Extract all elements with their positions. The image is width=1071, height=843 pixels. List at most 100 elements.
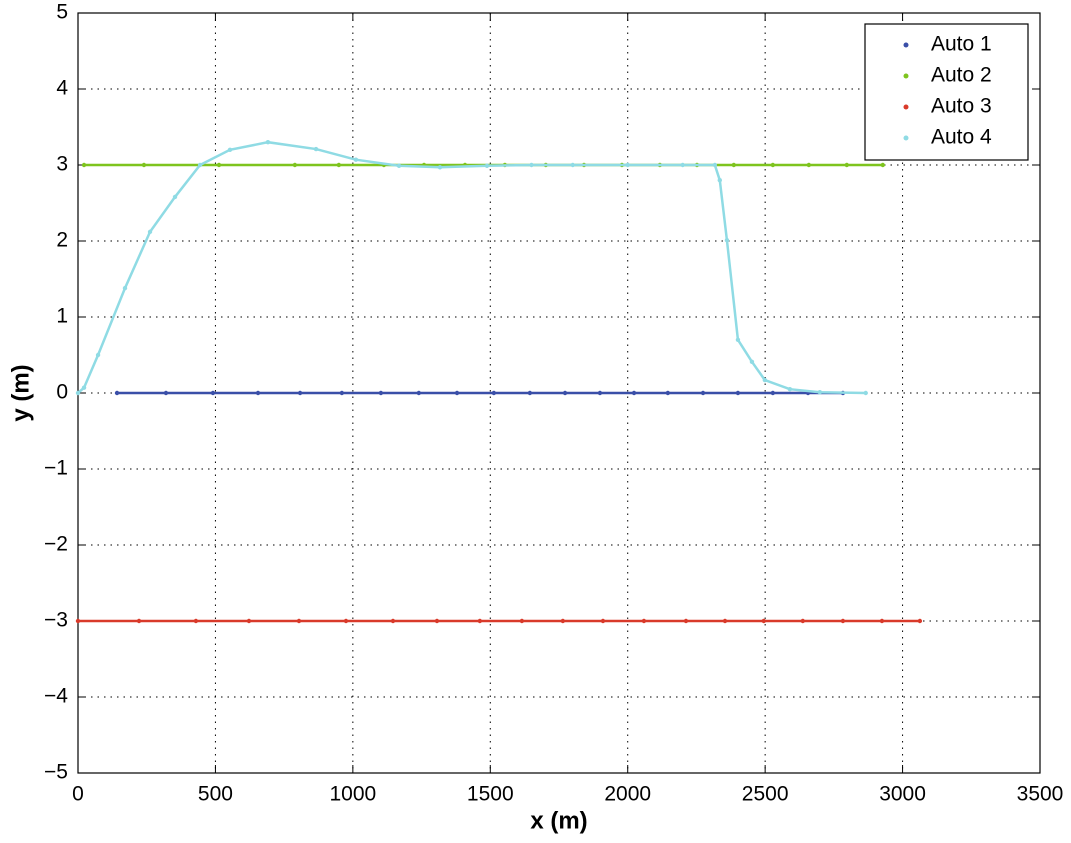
data-point xyxy=(722,618,728,624)
data-point xyxy=(700,390,706,396)
data-point xyxy=(81,162,87,168)
data-point xyxy=(163,390,169,396)
legend-marker xyxy=(903,135,909,141)
data-point xyxy=(81,385,87,390)
data-point xyxy=(625,162,630,168)
data-point xyxy=(210,390,216,396)
y-tick-label: −1 xyxy=(44,457,68,480)
data-point xyxy=(770,162,776,168)
data-point xyxy=(806,162,812,168)
data-point xyxy=(313,146,319,152)
y-tick-label: −2 xyxy=(44,533,68,556)
data-point xyxy=(560,618,566,624)
data-point xyxy=(840,618,846,624)
data-point xyxy=(844,162,849,168)
data-point xyxy=(197,162,203,168)
x-tick-label: 3000 xyxy=(879,783,926,806)
data-point xyxy=(378,390,384,396)
data-point xyxy=(665,390,671,396)
data-point xyxy=(147,229,153,235)
data-point xyxy=(712,162,718,168)
data-point xyxy=(122,285,128,291)
data-point xyxy=(817,390,823,395)
legend-marker xyxy=(903,73,909,79)
x-tick-label: 1500 xyxy=(467,783,514,806)
data-point xyxy=(172,194,178,200)
data-point xyxy=(491,390,497,396)
data-point xyxy=(735,337,741,342)
data-point xyxy=(416,390,422,396)
data-point xyxy=(95,352,101,358)
data-point xyxy=(787,387,793,392)
data-point xyxy=(216,162,222,168)
data-point xyxy=(683,618,689,624)
data-point xyxy=(265,140,271,145)
data-point xyxy=(641,618,647,624)
x-tick-label: 2000 xyxy=(604,783,651,806)
y-axis-label: y (m) xyxy=(7,364,34,421)
x-axis-label: x (m) xyxy=(530,807,587,834)
data-point xyxy=(863,390,868,396)
data-point xyxy=(75,618,81,624)
data-point xyxy=(600,618,606,624)
data-point xyxy=(296,618,302,624)
y-tick-label: 5 xyxy=(56,1,68,24)
data-point xyxy=(680,162,685,168)
data-point xyxy=(519,618,525,624)
data-point xyxy=(246,618,252,624)
y-tick-label: 1 xyxy=(56,305,68,328)
data-point xyxy=(761,618,766,624)
data-point xyxy=(353,157,359,162)
y-tick-label: 4 xyxy=(56,77,68,100)
legend-label: Auto 2 xyxy=(931,64,992,87)
data-point xyxy=(717,178,722,183)
legend-label: Auto 1 xyxy=(931,33,992,56)
data-point xyxy=(255,390,261,396)
data-point xyxy=(390,618,396,624)
legend-marker xyxy=(903,104,909,110)
x-tick-label: 1000 xyxy=(329,783,376,806)
data-point xyxy=(343,618,349,624)
y-tick-label: 3 xyxy=(56,153,68,176)
data-point xyxy=(227,147,233,152)
data-point xyxy=(879,618,885,624)
legend-label: Auto 3 xyxy=(931,95,992,118)
x-tick-label: 500 xyxy=(198,783,233,806)
data-point xyxy=(339,390,345,396)
data-point xyxy=(437,165,443,170)
data-point xyxy=(292,162,298,168)
data-point xyxy=(527,390,533,396)
data-point xyxy=(484,163,490,168)
x-tick-label: 0 xyxy=(72,783,84,806)
data-point xyxy=(562,390,568,396)
x-tick-label: 2500 xyxy=(742,783,789,806)
data-point xyxy=(731,162,737,168)
data-point xyxy=(141,162,147,168)
data-point xyxy=(529,162,534,168)
data-point xyxy=(770,390,776,396)
data-point xyxy=(434,618,440,624)
legend-label: Auto 4 xyxy=(931,126,992,149)
data-point xyxy=(570,162,575,168)
y-tick-label: −5 xyxy=(44,761,68,784)
data-point xyxy=(762,377,768,383)
data-point xyxy=(75,390,81,396)
data-point xyxy=(114,390,120,396)
data-point xyxy=(735,390,741,396)
data-point xyxy=(297,390,303,396)
data-point xyxy=(631,390,637,396)
data-point xyxy=(749,359,755,365)
legend-marker xyxy=(903,42,909,48)
data-point xyxy=(477,618,483,624)
y-tick-label: −4 xyxy=(44,685,68,708)
data-point xyxy=(454,390,460,396)
data-point xyxy=(396,163,402,168)
data-point xyxy=(597,390,603,396)
y-tick-label: 2 xyxy=(56,229,68,252)
data-point xyxy=(193,618,199,624)
x-tick-label: 3500 xyxy=(1017,783,1064,806)
data-point xyxy=(880,162,885,168)
data-point xyxy=(724,238,730,243)
legend-box xyxy=(864,23,1029,161)
